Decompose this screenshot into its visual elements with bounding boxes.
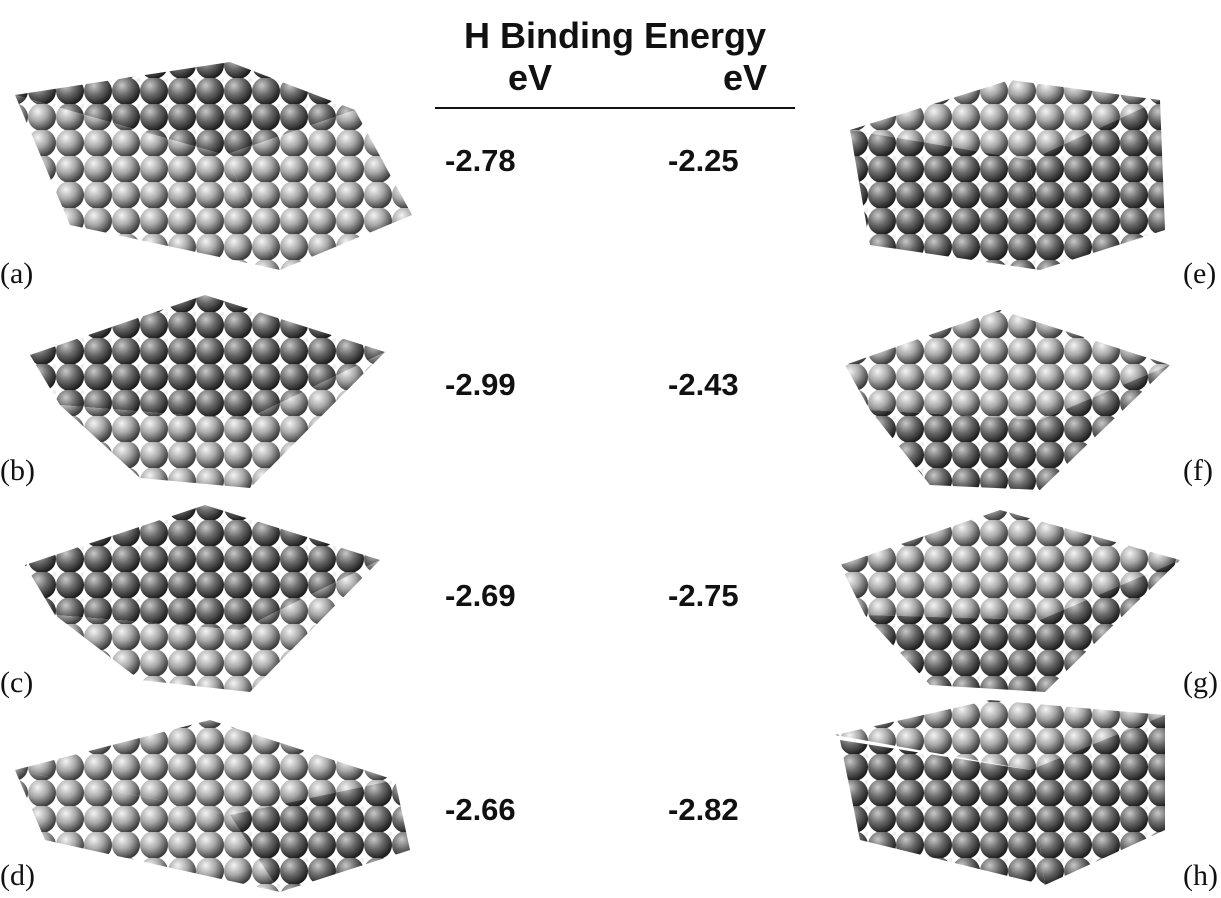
panel-label: (g) [1183,666,1218,699]
cluster-h [835,700,1165,885]
cluster-a [15,62,412,270]
panel-label: (c) [0,666,33,699]
panel-label: (b) [0,454,35,487]
left-value: -2.66 [445,792,516,827]
right-value: -2.75 [668,578,739,613]
right-value: -2.43 [668,367,739,402]
right-value: -2.82 [668,792,739,827]
page: {"header": {"title": "H Binding Energy",… [0,0,1221,898]
left-value: -2.78 [445,143,516,178]
unit-label: eV [723,57,767,98]
panel-label: (f) [1183,454,1213,487]
left-value: -2.99 [445,367,516,402]
unit-label: eV [508,57,552,98]
panel-label: (d) [0,859,35,892]
cluster-e [850,80,1165,270]
cluster-c [25,505,380,692]
table-title: H Binding Energy [464,15,766,56]
right-value: -2.25 [668,143,739,178]
panel-label: (a) [0,257,33,290]
cluster-g [840,510,1180,692]
panel-label: (e) [1183,257,1216,290]
cluster-b [30,295,385,488]
cluster-d [15,720,410,892]
cluster-f [845,310,1170,490]
panel-label: (h) [1183,859,1218,892]
left-value: -2.69 [445,578,516,613]
figure: H Binding Energy eV eV -2.78 -2.25 (a) (… [0,0,1221,898]
